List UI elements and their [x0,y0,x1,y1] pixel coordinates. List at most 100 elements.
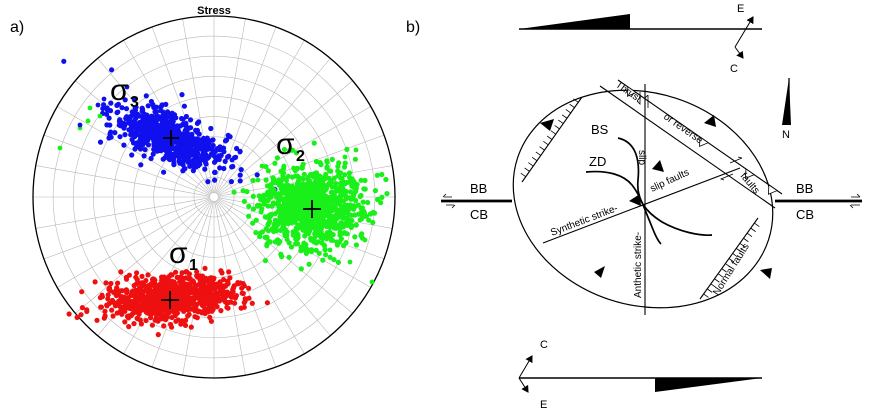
sigma1-point [188,324,194,330]
sigma2-point [344,219,350,225]
sigma3-point [104,111,110,117]
sigma2-outlier [97,113,103,119]
sigma3-point [129,152,135,158]
sigma2-point [341,215,347,221]
sigma1-point [181,283,188,289]
sigma1-point [117,288,123,294]
sigma3-point [61,58,67,64]
sigma3-point [112,130,118,136]
north-arrow: N [782,78,791,141]
sigma3-point [143,93,149,99]
sigma3-point [193,140,199,146]
sigma1-point [84,307,90,313]
sigma1-point [163,302,169,308]
sigma1-point [231,283,237,289]
sigma2-outlier [362,237,368,243]
sigma1-point [229,289,235,295]
sigma1-point [161,274,167,280]
sigma1-point [110,313,116,319]
sigma1-point [182,322,189,328]
sigma3-point [140,142,146,148]
sigma1-point [116,292,122,298]
sigma1-point [121,294,127,300]
sigma2-point [332,219,338,225]
sigma3-point [179,92,185,98]
sigma2-point [335,259,341,265]
bs-arrowhead [652,160,664,172]
boundary-fault-left [441,193,512,209]
sigma3-point [234,145,240,152]
sigma3-point [154,104,160,110]
sigma3-point [137,137,143,143]
sigma3-point [145,119,151,125]
sigma3-point [119,105,125,111]
zd-arrowhead [629,194,641,206]
sigma3-point [150,151,156,157]
sigma1-point [133,281,140,287]
sigma3-point [208,151,215,157]
sigma2-point [323,252,329,258]
sigma2-point [264,214,270,220]
sigma3-point [158,104,164,110]
sigma2-point [263,164,269,170]
sigma3-point [124,114,130,120]
sigma2-point [231,189,237,195]
sigma1-point [169,324,175,330]
sigma1-point [149,322,155,328]
sigma2-point [282,217,288,223]
sigma2-point [338,175,344,181]
sigma3-point [164,147,170,153]
sigma2-point [297,213,303,220]
sigma3-point [106,115,112,121]
sigma2-point [280,175,286,181]
sigma1-point [79,305,85,311]
sigma2-point [271,221,277,227]
sigma1-point [92,279,98,285]
sigma1-point [239,290,245,296]
sigma2-outlier [259,163,265,169]
sigma2-point [281,190,287,196]
synthetic-fault-trace [542,167,741,244]
antithetic-sense-arrows [636,92,649,108]
sigma2-outlier [369,279,375,285]
sigma2-point [281,170,287,176]
sigma3-point [122,97,128,103]
sigma3-point [217,165,223,171]
sigma3-point [183,113,189,120]
sigma2-point [265,228,272,234]
normal-faults-label: Normal faults [711,242,752,298]
hachure-tick [746,232,753,238]
sigma1-point [105,292,111,298]
hachure-tick [528,162,534,167]
sigma2-point [277,238,283,245]
svg-text:σ: σ [110,74,129,107]
sigma2-point [267,218,273,225]
sigma2-point [353,242,359,248]
sigma1-point [114,310,120,316]
synthetic-sense-arrows [719,156,743,181]
sigma2-point [328,168,334,174]
sigma2-point [316,223,322,229]
sigma2-center-marker [303,200,321,218]
sigma3-point [163,101,169,107]
sigma1-point [149,282,155,288]
sigma2-point [358,177,364,183]
sigma1-outlier [125,302,131,308]
svg-text:3: 3 [130,94,139,111]
sigma2-point [323,171,329,178]
sigma2-point [300,206,306,212]
sigma3-point [187,134,193,141]
sigma3-point [165,110,171,116]
sigma3-point [122,132,128,138]
sigma3-point [181,103,187,109]
sigma2-outlier [57,145,63,151]
sigma2-point [253,217,259,223]
sigma1-point [123,276,130,282]
sigma1-point [224,300,230,306]
sigma2-point [352,234,358,240]
sigma3-point [194,120,200,126]
sigma3-point [143,139,149,145]
sigma2-point [362,177,368,184]
hachure-tick [714,278,720,283]
sigma2-point [374,172,380,178]
